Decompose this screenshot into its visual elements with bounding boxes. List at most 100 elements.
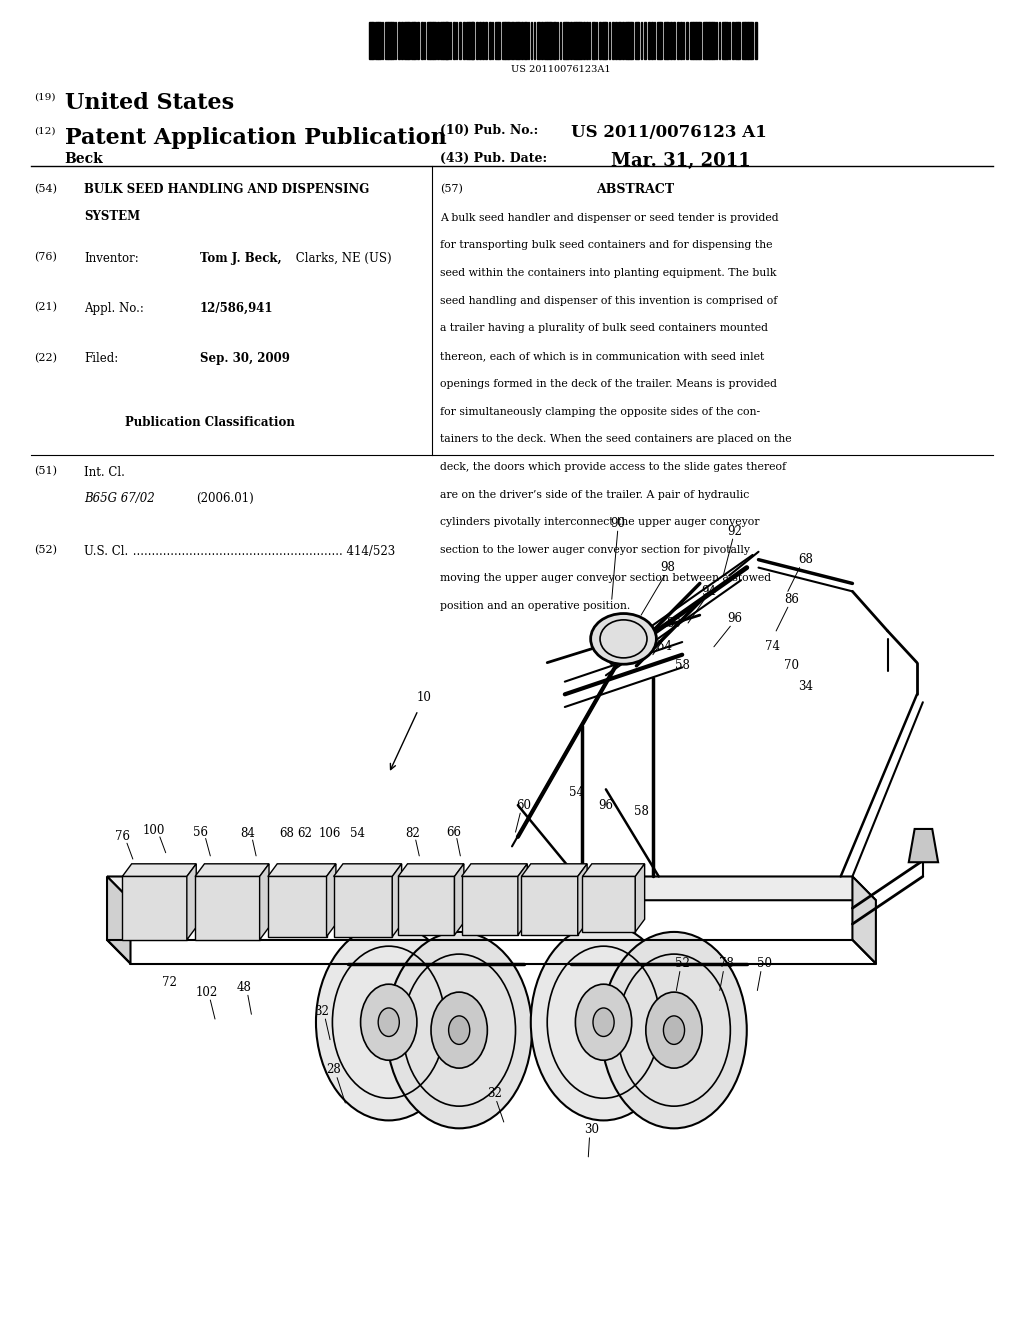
- Text: (19): (19): [34, 92, 55, 102]
- Bar: [505, 22, 508, 59]
- Bar: [446, 22, 450, 59]
- Bar: [654, 22, 655, 59]
- Bar: [541, 22, 543, 59]
- Bar: [755, 22, 757, 59]
- Bar: [450, 22, 452, 59]
- Text: seed within the containers into planting equipment. The bulk: seed within the containers into planting…: [440, 268, 777, 279]
- Bar: [641, 22, 642, 59]
- Text: 72: 72: [162, 975, 177, 989]
- Bar: [379, 22, 381, 59]
- Bar: [631, 22, 634, 59]
- Text: 68: 68: [798, 553, 813, 566]
- Text: cylinders pivotally interconnect the upper auger conveyor: cylinders pivotally interconnect the upp…: [440, 517, 760, 528]
- Bar: [460, 22, 461, 59]
- Bar: [485, 22, 486, 59]
- Polygon shape: [327, 863, 336, 937]
- Text: Patent Application Publication: Patent Application Publication: [65, 127, 446, 149]
- Text: (51): (51): [34, 466, 56, 477]
- Bar: [690, 22, 693, 59]
- Polygon shape: [583, 863, 645, 876]
- Text: 28: 28: [327, 1063, 341, 1076]
- Bar: [518, 22, 520, 59]
- Text: for simultaneously clamping the opposite sides of the con-: for simultaneously clamping the opposite…: [440, 407, 761, 417]
- Circle shape: [316, 924, 462, 1121]
- Polygon shape: [908, 829, 938, 862]
- Bar: [752, 22, 754, 59]
- Text: seed handling and dispenser of this invention is comprised of: seed handling and dispenser of this inve…: [440, 296, 777, 306]
- Bar: [408, 22, 411, 59]
- Text: U.S. Cl.: U.S. Cl.: [84, 545, 128, 558]
- Bar: [657, 22, 659, 59]
- Text: 80: 80: [667, 616, 681, 630]
- Text: (52): (52): [34, 545, 56, 556]
- Polygon shape: [122, 863, 197, 876]
- Bar: [375, 22, 378, 59]
- Text: openings formed in the deck of the trailer. Means is provided: openings formed in the deck of the trail…: [440, 379, 777, 389]
- Bar: [538, 22, 541, 59]
- Bar: [388, 22, 391, 59]
- Text: (22): (22): [34, 352, 56, 363]
- Text: deck, the doors which provide access to the slide gates thereof: deck, the doors which provide access to …: [440, 462, 786, 473]
- Text: 68: 68: [280, 828, 294, 841]
- Bar: [569, 22, 572, 59]
- Bar: [427, 22, 430, 59]
- Bar: [499, 22, 501, 59]
- Text: B65G 67/02: B65G 67/02: [84, 492, 155, 506]
- Polygon shape: [122, 876, 186, 940]
- Bar: [596, 22, 597, 59]
- Bar: [401, 22, 403, 59]
- Text: 30: 30: [585, 1123, 599, 1137]
- Bar: [557, 22, 558, 59]
- Polygon shape: [334, 863, 401, 876]
- Bar: [722, 22, 725, 59]
- Polygon shape: [108, 876, 130, 964]
- Bar: [580, 22, 582, 59]
- Text: thereon, each of which is in communication with seed inlet: thereon, each of which is in communicati…: [440, 351, 765, 362]
- Bar: [680, 22, 682, 59]
- Text: US 2011/0076123 A1: US 2011/0076123 A1: [571, 124, 767, 141]
- Text: a trailer having a plurality of bulk seed containers mounted: a trailer having a plurality of bulk see…: [440, 323, 768, 334]
- Text: 58: 58: [634, 805, 648, 818]
- Bar: [583, 22, 585, 59]
- Bar: [550, 22, 552, 59]
- Ellipse shape: [591, 614, 656, 664]
- Bar: [719, 22, 720, 59]
- Bar: [599, 22, 601, 59]
- Bar: [521, 22, 523, 59]
- Bar: [475, 22, 477, 59]
- Text: Clarks, NE (US): Clarks, NE (US): [292, 252, 391, 265]
- Text: Int. Cl.: Int. Cl.: [84, 466, 125, 479]
- Text: 60: 60: [516, 799, 531, 812]
- Bar: [524, 22, 527, 59]
- Polygon shape: [268, 863, 336, 876]
- Bar: [492, 22, 494, 59]
- Circle shape: [378, 1008, 399, 1036]
- Bar: [716, 22, 718, 59]
- Polygon shape: [186, 863, 197, 940]
- Bar: [472, 22, 474, 59]
- Bar: [702, 22, 707, 59]
- Bar: [544, 22, 547, 59]
- Bar: [602, 22, 605, 59]
- Bar: [729, 22, 730, 59]
- Bar: [482, 22, 483, 59]
- Bar: [391, 22, 394, 59]
- Bar: [430, 22, 433, 59]
- Bar: [738, 22, 739, 59]
- Text: 92: 92: [728, 524, 742, 537]
- Bar: [469, 22, 473, 59]
- Bar: [735, 22, 737, 59]
- Bar: [453, 22, 456, 59]
- Bar: [418, 22, 419, 59]
- Polygon shape: [398, 876, 455, 935]
- Text: 96: 96: [727, 611, 742, 624]
- Circle shape: [360, 985, 417, 1060]
- Bar: [573, 22, 575, 59]
- Text: 10: 10: [417, 690, 431, 704]
- Polygon shape: [392, 863, 401, 937]
- Text: are on the driver’s side of the trailer. A pair of hydraulic: are on the driver’s side of the trailer.…: [440, 490, 750, 500]
- Text: Filed:: Filed:: [84, 352, 118, 366]
- Polygon shape: [268, 876, 327, 937]
- Bar: [577, 22, 579, 59]
- Polygon shape: [108, 876, 876, 900]
